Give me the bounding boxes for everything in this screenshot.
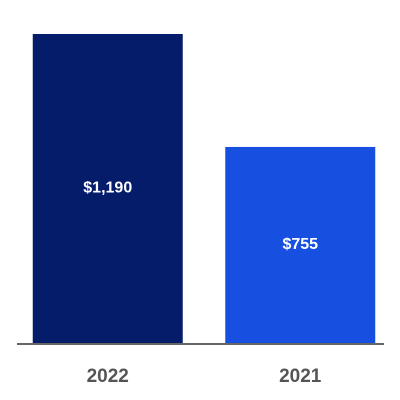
value-label: $755 (282, 236, 318, 253)
x-tick-label: 2022 (87, 366, 129, 387)
bar (32, 34, 183, 343)
bar (225, 146, 376, 343)
x-tick-label: 2021 (279, 366, 322, 387)
value-label: $1,190 (83, 180, 132, 197)
